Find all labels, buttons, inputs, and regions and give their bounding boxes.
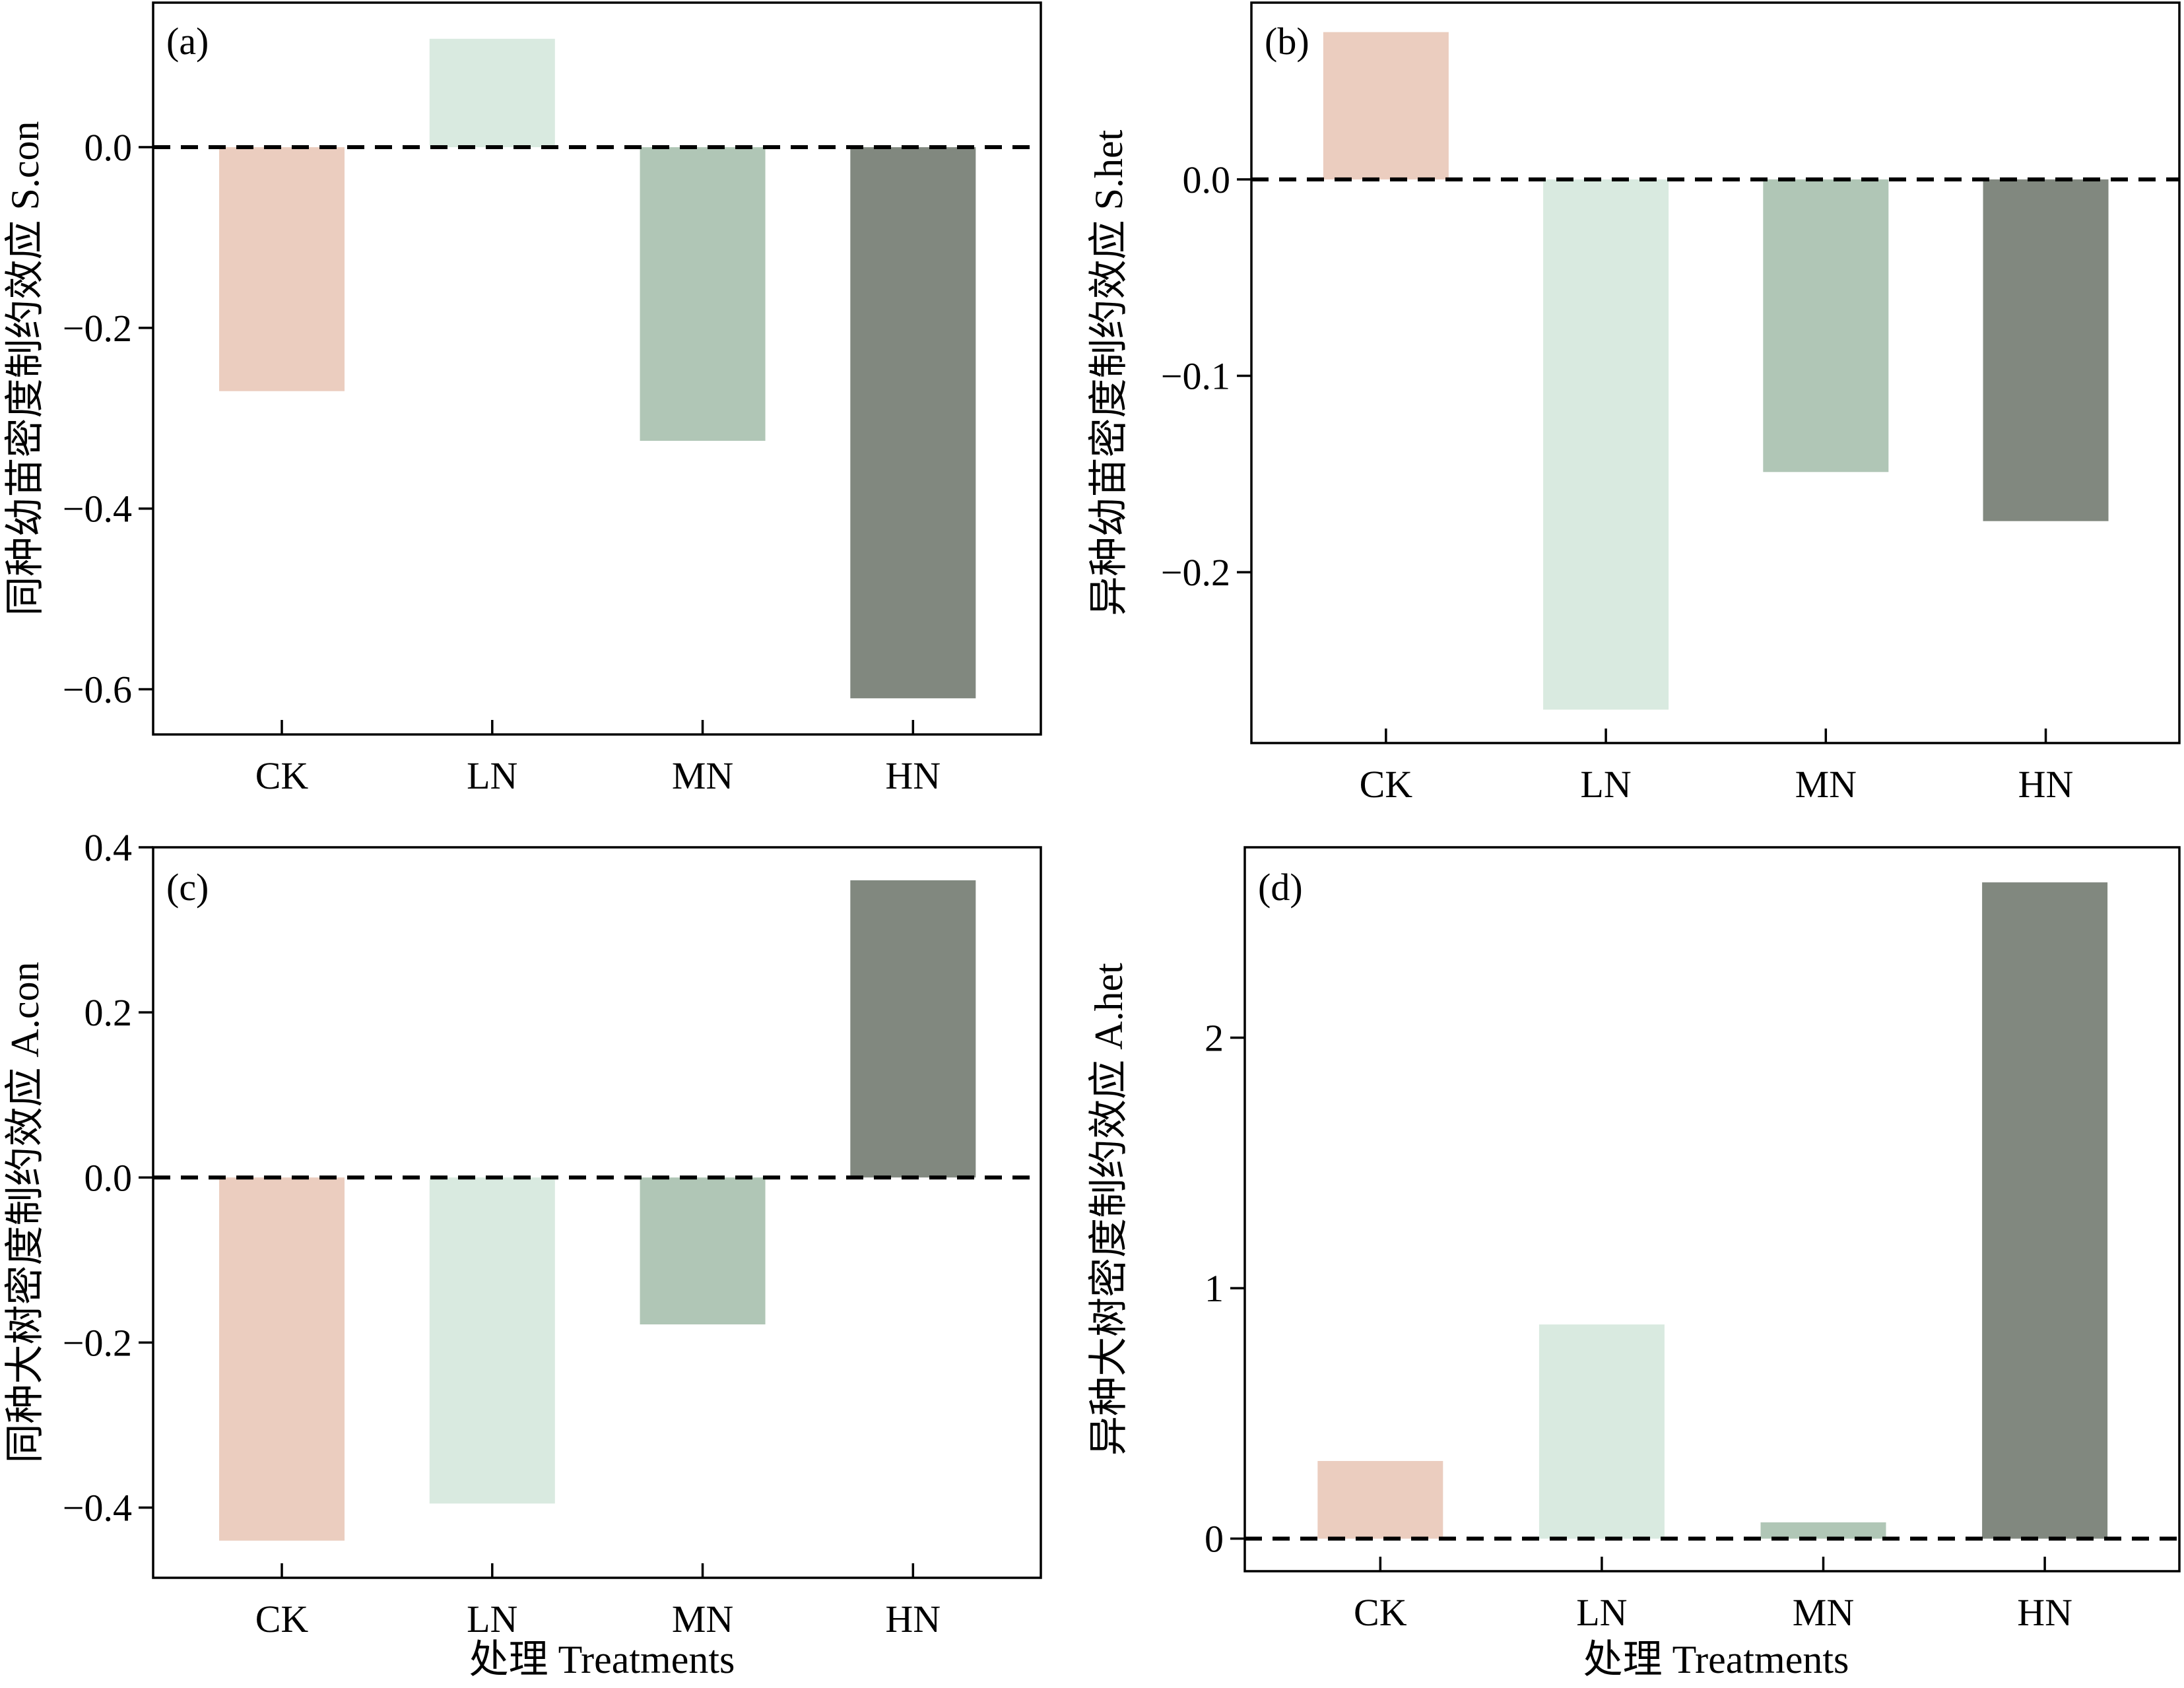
x-axis-title-right: 处理 Treatments [1583,1638,1849,1681]
panels-group: CK LN MN HN 0.0 −0.2 −0.4 −0.6 (a) 同种幼苗密度制约效应 S.c… [3,3,2179,1640]
panel-b: CK LN MN HN 0.0 −0.1 −0.2 (b) 异种幼苗密度制约效应 S.het [1087,3,2179,806]
panel-d-xtick-label-ln: LN [1576,1591,1627,1634]
panel-c-ytick-label: 0.0 [84,1156,133,1199]
panel-a-ytick-label: −0.6 [63,668,132,711]
panel-a-label: (a) [166,20,209,63]
panel-c-bar-mn [640,1177,766,1324]
panel-a-xtick-label-ln: LN [467,754,517,797]
panel-b-bar-mn [1763,179,1888,472]
panel-b-ytick-label: 0.0 [1183,158,1231,201]
panel-c: CK LN MN HN 0.4 0.2 0.0 −0.2 −0.4 (c) 同种大树密度制约效应 A… [3,826,1041,1640]
panel-b-xtick-label-ln: LN [1580,763,1631,806]
panel-a-bar-ck [219,147,345,391]
panel-b-bar-ck [1323,32,1449,179]
panel-c-ytick-label: −0.4 [63,1487,132,1530]
panel-c-ytick-label: 0.4 [84,826,133,869]
panel-a-xtick-label-mn: MN [672,754,733,797]
panel-a-bar-hn [850,147,976,698]
x-axis-title-left: 处理 Treatments [469,1638,735,1681]
figure: CK LN MN HN 0.0 −0.2 −0.4 −0.6 (a) 同种幼苗密度制约效应 S.c… [0,0,2184,1688]
panel-b-bar-hn [1983,179,2109,521]
panel-b-ytick-label: −0.2 [1161,551,1230,594]
panel-a-ytick-label: −0.4 [63,488,132,531]
panel-c-ytick-label: −0.2 [63,1322,132,1365]
panel-a-xtick-label-ck: CK [255,754,309,797]
panel-d: CK LN MN HN 0 1 2 (d) 异种大树密度制约效应 A.het [1087,847,2179,1634]
panel-d-y-axis-title: 异种大树密度制约效应 A.het [1087,963,1131,1456]
panel-d-xtick-label-mn: MN [1793,1591,1854,1634]
panel-d-xtick-label-hn: HN [2017,1591,2072,1634]
panel-c-label: (c) [166,866,209,909]
panel-c-bar-ln [430,1177,555,1503]
panel-b-y-axis-title: 异种幼苗密度制约效应 S.het [1087,129,1131,616]
panel-c-ytick-label: 0.2 [84,991,133,1034]
panel-d-xtick-label-ck: CK [1354,1591,1407,1634]
panel-b-xtick-label-mn: MN [1795,763,1857,806]
panel-b-ytick-label: −0.1 [1161,354,1230,397]
panel-a-ytick-label: 0.0 [84,126,133,169]
panel-d-bar-hn [1982,882,2107,1539]
panel-a-xtick-label-hn: HN [885,754,941,797]
panel-b-label: (b) [1265,20,1309,63]
panel-d-bar-ck [1317,1461,1443,1539]
panel-d-ytick-label: 1 [1205,1267,1224,1310]
panel-b-xtick-label-hn: HN [2018,763,2074,806]
panel-c-bar-hn [850,880,976,1177]
panel-d-ytick-label: 0 [1205,1518,1224,1561]
panel-c-bar-ck [219,1177,345,1540]
panel-d-bar-ln [1539,1324,1665,1539]
panel-d-ytick-label: 2 [1205,1016,1224,1059]
panel-d-bar-mn [1761,1522,1886,1539]
panel-c-y-axis-title: 同种大树密度制约效应 A.con [3,962,47,1464]
panel-c-xtick-label-hn: HN [885,1598,941,1640]
panel-a-bar-ln [430,39,555,147]
panel-c-xtick-label-mn: MN [672,1598,733,1640]
panel-a-y-axis-title: 同种幼苗密度制约效应 S.con [3,121,47,616]
panel-b-xtick-label-ck: CK [1360,763,1413,806]
panel-a: CK LN MN HN 0.0 −0.2 −0.4 −0.6 (a) 同种幼苗密度制约效应 S.c… [3,3,1041,797]
panel-b-bar-ln [1543,179,1669,710]
panel-c-xtick-label-ck: CK [255,1598,309,1640]
panel-d-label: (d) [1258,866,1303,909]
panel-a-bar-mn [640,147,766,441]
panel-c-xtick-label-ln: LN [467,1598,517,1640]
panel-a-ytick-label: −0.2 [63,307,132,350]
